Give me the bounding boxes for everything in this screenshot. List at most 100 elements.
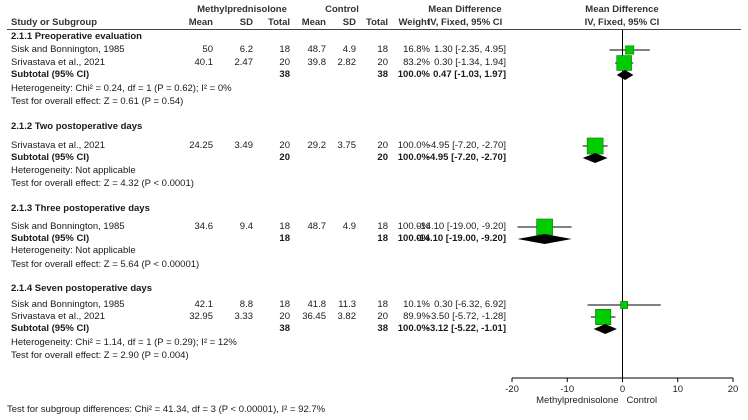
ctrl-total-cell: 20: [377, 311, 388, 322]
x-axis-tick-label: -20: [505, 384, 519, 395]
subtotal-label: Subtotal (95% CI): [11, 323, 90, 334]
study-effect-marker: [620, 301, 629, 309]
subtotal-ci: -14.10 [-19.00, -9.20]: [416, 233, 506, 244]
subtotal-diamond: [517, 234, 572, 244]
x-axis-tick-label: -10: [560, 384, 574, 395]
weight-cell: 100.0%: [397, 221, 430, 232]
subtotal-ctrl-total: 38: [377, 69, 388, 80]
subtotal-label: Subtotal (95% CI): [11, 69, 90, 80]
subtotal-weight: 100.0%: [397, 69, 430, 80]
exp-mean-cell: 24.25: [189, 140, 213, 151]
subtotal-exp-total: 38: [279, 69, 290, 80]
study-effect-marker: [616, 55, 632, 71]
subtotal-weight: 100.0%: [397, 152, 430, 163]
x-axis-tick-label: 0: [620, 384, 625, 395]
exp-group-header: Methylprednisolone: [197, 4, 287, 15]
exp-mean-cell: 42.1: [194, 299, 214, 310]
subtotal-weight: 100.0%: [397, 323, 430, 334]
exp-mean-cell: 32.95: [189, 311, 213, 322]
study-name: Sisk and Bonnington, 1985: [11, 221, 125, 232]
ctrl-total-cell: 18: [377, 44, 388, 55]
ctrl-mean-cell: 36.45: [302, 311, 326, 322]
favours-left-label: Methylprednisolone: [536, 395, 618, 406]
ctrl-sd-header: SD: [342, 17, 356, 28]
x-axis-tick-label: 10: [672, 384, 683, 395]
method-header: IV, Fixed, 95% CI: [427, 17, 503, 28]
weight-header: Weight: [398, 17, 431, 28]
ctrl-sd-cell: 2.82: [337, 57, 357, 68]
subgroup-title: 2.1.4 Seven postoperative days: [11, 283, 152, 294]
ci-cell: -4.95 [-7.20, -2.70]: [427, 140, 506, 151]
overall-effect-text: Test for overall effect: Z = 2.90 (P = 0…: [11, 350, 189, 361]
exp-total-cell: 18: [279, 44, 290, 55]
exp-sd-cell: 8.8: [239, 299, 253, 310]
subtotal-label: Subtotal (95% CI): [11, 233, 90, 244]
subtotal-exp-total: 38: [279, 323, 290, 334]
ctrl-mean-cell: 39.8: [307, 57, 327, 68]
ctrl-total-cell: 18: [377, 299, 388, 310]
md-header: Mean Difference: [428, 4, 502, 15]
ctrl-sd-cell: 3.82: [337, 311, 357, 322]
study-effect-marker: [595, 309, 612, 325]
exp-sd-cell: 6.2: [239, 44, 253, 55]
subgroup-title: 2.1.3 Three postoperative days: [11, 203, 150, 214]
ctrl-mean-header: Mean: [301, 17, 326, 28]
heterogeneity-text: Heterogeneity: Not applicable: [11, 165, 136, 176]
subtotal-diamond: [616, 70, 634, 80]
exp-total-cell: 18: [279, 221, 290, 232]
exp-mean-cell: 40.1: [194, 57, 214, 68]
exp-sd-cell: 3.49: [234, 140, 254, 151]
subtotal-exp-total: 18: [279, 233, 290, 244]
favours-right-label: Control: [627, 395, 658, 406]
ctrl-sd-cell: 11.3: [338, 299, 356, 310]
study-name: Srivastava et al., 2021: [11, 311, 105, 322]
overall-effect-text: Test for overall effect: Z = 0.61 (P = 0…: [11, 96, 184, 107]
weight-cell: 83.2%: [403, 57, 430, 68]
ci-cell: 0.30 [-1.34, 1.94]: [434, 57, 506, 68]
ci-cell: 1.30 [-2.35, 4.95]: [434, 44, 506, 55]
weight-cell: 16.8%: [403, 44, 430, 55]
subgroup-title: 2.1.2 Two postoperative days: [11, 121, 143, 132]
weight-cell: 89.9%: [403, 311, 430, 322]
ctrl-mean-cell: 29.2: [307, 140, 327, 151]
study-effect-marker: [536, 218, 553, 236]
subtotal-diamond: [582, 153, 608, 163]
x-axis-tick-label: 20: [728, 384, 739, 395]
study-effect-marker: [586, 137, 604, 155]
study-name: Sisk and Bonnington, 1985: [11, 44, 125, 55]
subtotal-ci: -3.12 [-5.22, -1.01]: [426, 323, 506, 334]
md-header-plot: Mean Difference: [585, 4, 659, 15]
ctrl-total-cell: 20: [377, 140, 388, 151]
exp-total-cell: 20: [279, 311, 290, 322]
exp-mean-header: Mean: [188, 17, 213, 28]
ctrl-mean-cell: 48.7: [307, 44, 327, 55]
study-name: Sisk and Bonnington, 1985: [11, 299, 125, 310]
subtotal-ci: 0.47 [-1.03, 1.97]: [433, 69, 506, 80]
study-name: Srivastava et al., 2021: [11, 57, 105, 68]
subtotal-exp-total: 20: [279, 152, 290, 163]
exp-total-cell: 18: [279, 299, 290, 310]
exp-sd-cell: 2.47: [234, 57, 254, 68]
exp-sd-cell: 3.33: [234, 311, 254, 322]
ctrl-sd-cell: 4.9: [342, 221, 356, 232]
ctrl-mean-cell: 48.7: [307, 221, 327, 232]
heterogeneity-text: Heterogeneity: Chi² = 0.24, df = 1 (P = …: [11, 83, 232, 94]
exp-total-cell: 20: [279, 140, 290, 151]
subtotal-label: Subtotal (95% CI): [11, 152, 90, 163]
ctrl-group-header: Control: [325, 4, 359, 15]
exp-mean-cell: 34.6: [194, 221, 214, 232]
ci-cell: 0.30 [-6.32, 6.92]: [434, 299, 506, 310]
heterogeneity-text: Heterogeneity: Not applicable: [11, 245, 136, 256]
exp-sd-header: SD: [239, 17, 253, 28]
overall-effect-text: Test for overall effect: Z = 4.32 (P < 0…: [11, 178, 194, 189]
subgroup-title: 2.1.1 Preoperative evaluation: [11, 31, 142, 42]
exp-mean-cell: 50: [202, 44, 213, 55]
exp-total-cell: 20: [279, 57, 290, 68]
weight-cell: 10.1%: [403, 299, 430, 310]
subtotal-weight: 100.0%: [397, 233, 430, 244]
exp-total-header: Total: [268, 17, 290, 28]
subgroup-differences-text: Test for subgroup differences: Chi² = 41…: [7, 404, 326, 415]
ctrl-sd-cell: 3.75: [337, 140, 357, 151]
overall-effect-text: Test for overall effect: Z = 5.64 (P < 0…: [11, 259, 200, 270]
